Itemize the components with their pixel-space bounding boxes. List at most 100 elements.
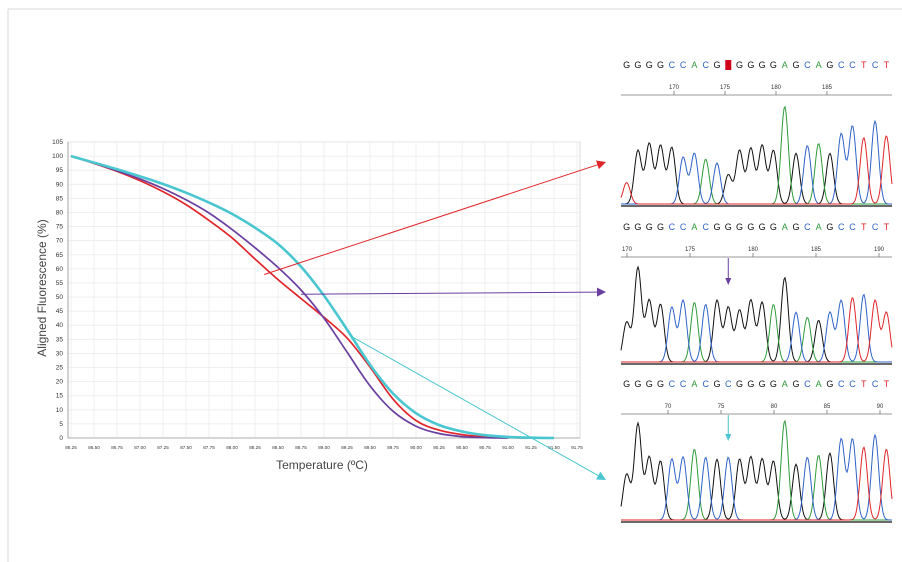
sequence-base: G <box>759 222 766 232</box>
sequence-base: T <box>884 379 890 389</box>
melt-series-lines <box>70 154 555 440</box>
x-tick-label: 89.50 <box>364 445 376 450</box>
sequence-base: A <box>816 222 822 232</box>
sequence-base: G <box>793 222 800 232</box>
sequence-base: C <box>702 60 709 70</box>
sequence-base: G <box>623 379 630 389</box>
ruler-label: 170 <box>622 247 633 253</box>
y-tick-label: 40 <box>56 322 64 329</box>
melt-curve-cyan <box>70 154 555 440</box>
x-tick-label: 91.00 <box>502 445 514 450</box>
sequence-base: G <box>657 379 664 389</box>
sequence-base: G <box>634 222 641 232</box>
sequence-base: G <box>793 379 800 389</box>
trace-C <box>621 293 892 363</box>
sequence-base: G <box>657 60 664 70</box>
connector-arrow-head-cyan <box>596 471 606 480</box>
y-tick-label: 75 <box>56 224 64 231</box>
trace-A <box>621 105 892 205</box>
sequence-base: C <box>838 379 845 389</box>
x-tick-label: 89.00 <box>318 445 330 450</box>
sequence-base: G <box>736 222 743 232</box>
x-tick-label: 90.50 <box>456 445 468 450</box>
y-tick-label: 5 <box>59 421 63 428</box>
y-tick-label: 85 <box>56 195 64 202</box>
sequence-base: G <box>759 379 766 389</box>
sequence-base: C <box>838 222 845 232</box>
sequence-base: G <box>713 222 720 232</box>
sequence-base: C <box>702 222 709 232</box>
trace-G <box>620 421 892 521</box>
x-tick-label: 88.00 <box>226 445 238 450</box>
x-tick-label: 87.00 <box>134 445 146 450</box>
x-tick-label: 90.25 <box>433 445 445 450</box>
connector-arrows <box>264 160 606 480</box>
sequence-base: G <box>747 222 754 232</box>
y-tick-label: 45 <box>56 308 64 315</box>
x-tick-label: 87.50 <box>180 445 192 450</box>
ruler-label: 185 <box>811 247 822 253</box>
y-tick-label: 95 <box>56 167 64 174</box>
sequence-base: A <box>691 379 697 389</box>
y-tick-label: 20 <box>56 379 64 386</box>
trace-C <box>621 119 892 205</box>
ruler-label: 75 <box>718 404 725 410</box>
ruler-label: 85 <box>824 404 831 410</box>
y-tick-label: 80 <box>56 209 64 216</box>
sequence-base: C <box>872 60 879 70</box>
x-tick-label: 91.75 <box>571 445 583 450</box>
sequence-base: T <box>884 222 890 232</box>
sequence-base: A <box>816 60 822 70</box>
sequence-base: G <box>623 60 630 70</box>
sequence-base: C <box>702 379 709 389</box>
sequence-base: A <box>782 379 788 389</box>
y-tick-label: 50 <box>56 294 64 301</box>
sequence-base: C <box>849 222 856 232</box>
sequence-base: C <box>725 379 732 389</box>
trace-T <box>621 446 893 521</box>
ruler-label: 180 <box>748 247 759 253</box>
ruler-label: 180 <box>771 85 782 91</box>
y-tick-label: 70 <box>56 238 64 245</box>
connector-arrow-purple <box>300 291 598 295</box>
sequence-base: C <box>804 60 811 70</box>
sequence-base: C <box>849 379 856 389</box>
trace-T <box>620 135 893 205</box>
sequence-base: T <box>861 60 867 70</box>
trace-T <box>621 297 893 363</box>
x-tick-label: 89.25 <box>341 445 353 450</box>
sequence-base: G <box>770 379 777 389</box>
sequence-base: C <box>872 379 879 389</box>
y-tick-label: 35 <box>56 336 64 343</box>
sequence-base: G <box>770 222 777 232</box>
x-tick-label: 91.25 <box>525 445 537 450</box>
connector-arrow-cyan <box>351 336 599 477</box>
sequence-base: C <box>669 60 676 70</box>
sequence-base: A <box>782 222 788 232</box>
x-tick-label: 91.50 <box>548 445 560 450</box>
sequence-base: G <box>646 60 653 70</box>
sequence-base: G <box>747 379 754 389</box>
y-tick-label: 10 <box>56 407 64 414</box>
trace-G <box>621 141 892 205</box>
sequence-base: G <box>793 60 800 70</box>
connector-arrow-head-purple <box>597 287 606 297</box>
ruler-label: 170 <box>669 85 680 91</box>
sequence-base: C <box>680 60 687 70</box>
ruler-label: 80 <box>771 404 778 410</box>
sequence-base: T <box>884 60 890 70</box>
y-tick-label: 25 <box>56 365 64 372</box>
sequence-base: G <box>646 379 653 389</box>
sequence-base: G <box>713 60 720 70</box>
x-tick-label: 87.75 <box>203 445 215 450</box>
melt-curve-purple <box>70 155 509 439</box>
y-tick-label: 15 <box>56 393 64 400</box>
x-tick-label: 87.25 <box>157 445 169 450</box>
sequence-base: G <box>736 379 743 389</box>
y-tick-label: 0 <box>59 435 63 442</box>
sequence-base: A <box>691 222 697 232</box>
mutation-pointer-head <box>725 278 732 285</box>
